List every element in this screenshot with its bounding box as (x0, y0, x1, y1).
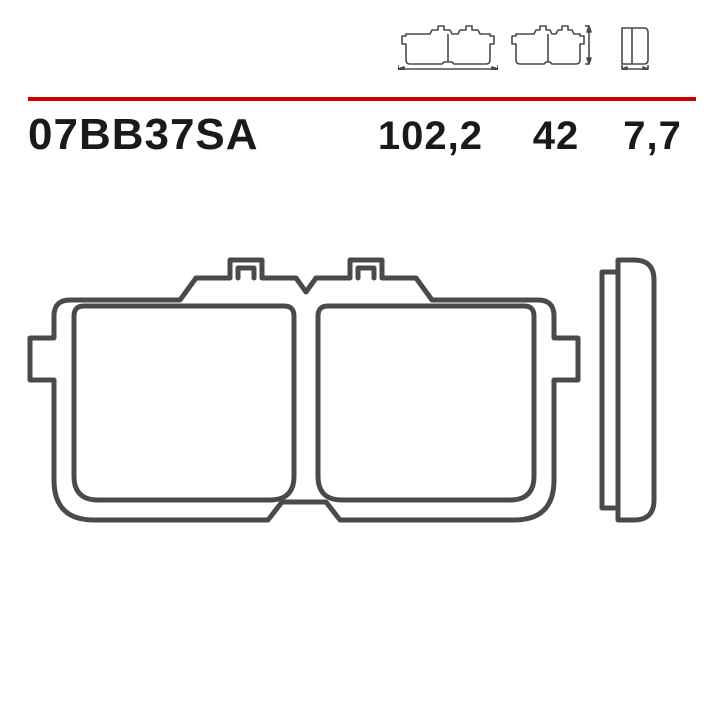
dimension-width-icon (398, 20, 498, 70)
dimension-thickness-icon (604, 20, 664, 70)
dimension-height-icon (510, 20, 592, 70)
front-right-pad-outline (318, 306, 534, 500)
front-left-pad-outline (74, 306, 294, 500)
part-number: 07BB37SA (28, 110, 358, 160)
header-text-row: 07BB37SA 102,2 42 7,7 (28, 110, 696, 160)
side-outline (602, 260, 654, 520)
dimension-height-value: 42 (503, 114, 609, 159)
front-backplate-outline (30, 260, 578, 520)
main-technical-drawing (0, 220, 724, 600)
dimension-icons-row (0, 20, 724, 70)
dimension-width-value: 102,2 (358, 114, 503, 159)
front-right-tab-notch (358, 268, 374, 278)
header-divider (28, 88, 696, 92)
page-root: 07BB37SA 102,2 42 7,7 (0, 0, 724, 724)
dimension-thickness-value: 7,7 (609, 114, 696, 159)
front-left-tab-notch (238, 268, 254, 278)
